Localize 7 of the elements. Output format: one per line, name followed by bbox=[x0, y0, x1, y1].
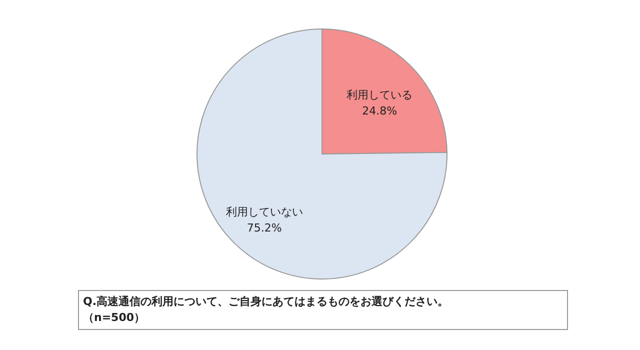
text: （n=500） bbox=[83, 310, 146, 326]
data-label: 24.8% bbox=[362, 104, 398, 118]
data-label: 75.2% bbox=[246, 221, 282, 234]
text: Q.高速通信の利用について、ご自身にあてはまるものをお選びください。 bbox=[83, 294, 450, 310]
pie-slice bbox=[196, 28, 448, 280]
slice-label: 利用していない bbox=[226, 205, 303, 218]
slice-label: 利用している bbox=[346, 88, 413, 102]
